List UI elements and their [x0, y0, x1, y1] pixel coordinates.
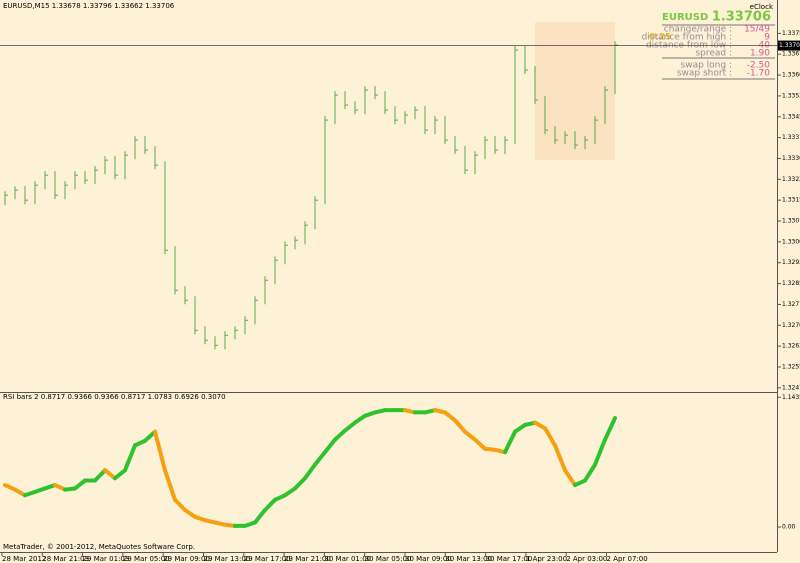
panel-label: distance from high :: [642, 33, 732, 43]
panel-timer: 0:25: [649, 33, 671, 43]
footer: MetaTrader, © 2001-2012, MetaQuotes Soft…: [3, 543, 195, 551]
y-tick-label: 1.32625: [782, 343, 800, 350]
panel-price: 1.33706: [712, 10, 771, 25]
current-price-label: 1.33706: [779, 42, 800, 49]
time-label: 2 Apr 07:00: [607, 555, 648, 563]
y-tick-label: 1.33750: [782, 30, 800, 37]
rsi-title: RSI bars 2 0.8717 0.9366 0.9366 0.8717 1…: [3, 393, 226, 401]
rsi-segment: [473, 437, 487, 451]
panel-value: -2.50: [747, 61, 771, 71]
time-label: 30 Mar 17:00: [486, 555, 533, 563]
rsi-segment: [73, 478, 87, 491]
y-tick-label: 1.33675: [782, 51, 800, 58]
time-label: 29 Mar 09:00: [163, 555, 210, 563]
rsi-segment: [293, 476, 307, 491]
rsi-segment: [283, 486, 297, 498]
rsi-segment: [343, 420, 357, 433]
header: EURUSD,M15 1.33678 1.33796 1.33662 1.337…: [3, 2, 175, 10]
time-label: 28 Mar 21:03: [42, 555, 89, 563]
rsi-segment: [183, 508, 197, 519]
rsi-segment: [593, 437, 607, 467]
panel-title: eClock: [750, 3, 774, 11]
current-price-box: [778, 40, 800, 51]
panel-label: swap long :: [681, 61, 732, 71]
time-label: 29 Mar 05:00: [123, 555, 170, 563]
rsi-segment: [123, 443, 137, 473]
rsi-segment: [103, 468, 117, 481]
time-label: 28 Mar 2012: [2, 555, 46, 563]
y-tick-label: 1.33225: [782, 176, 800, 183]
rsi-segment: [463, 429, 477, 442]
y-tick-label: 1.32850: [782, 280, 800, 287]
time-label: 30 Mar 13:00: [445, 555, 492, 563]
rsi-segment: [93, 468, 107, 483]
rsi-segment: [453, 418, 467, 434]
y-tick-label: 1.33525: [782, 92, 800, 99]
panel-value: 9: [764, 33, 770, 43]
rsi-segment: [253, 508, 267, 525]
rsi-segment: [503, 429, 517, 455]
time-label: 29 Mar 13:00: [204, 555, 251, 563]
rsi-segment: [303, 462, 317, 481]
y-tick-label: 1.33375: [782, 134, 800, 141]
rsi-segment: [603, 416, 617, 442]
rsi-segment: [543, 426, 557, 448]
y-tick-label: 1.33150: [782, 197, 800, 204]
panel-value: -1.70: [747, 69, 771, 79]
y-tick-label: 1.32475: [782, 384, 800, 391]
time-label: 29 Mar 17:00: [244, 555, 291, 563]
time-label: 30 Mar 01:00: [324, 555, 371, 563]
time-label: 30 Mar 05:00: [365, 555, 412, 563]
panel-value: 1.90: [750, 49, 770, 59]
panel-label: change/range :: [664, 25, 732, 35]
y-tick-label: 1.32925: [782, 259, 800, 266]
y-tick-label: 1.32775: [782, 301, 800, 308]
y-tick-label: 1.32550: [782, 363, 800, 370]
rsi-segment: [153, 429, 167, 473]
time-label: 29 Mar 01:03: [83, 555, 130, 563]
panel-symbol: EURUSD: [662, 12, 708, 23]
rsi-segment: [583, 462, 597, 483]
y-tick-label: 1.1435: [782, 394, 800, 401]
y-tick-label: 1.33450: [782, 113, 800, 120]
time-label: 29 Mar 21:00: [284, 555, 331, 563]
rsi-segment: [553, 443, 567, 473]
rsi-segment: [353, 413, 367, 425]
y-tick-label: 1.33000: [782, 238, 800, 245]
y-tick-label: 1.33600: [782, 72, 800, 79]
rsi-segment: [443, 410, 457, 423]
y-tick-label: 0.00: [782, 524, 796, 531]
panel-value: 15/49: [744, 25, 770, 35]
rsi-segment: [323, 437, 337, 455]
rsi-segment: [313, 450, 327, 467]
y-tick-label: 1.33300: [782, 155, 800, 162]
time-label: 2 Apr 03:00: [566, 555, 607, 563]
time-label: 1 Apr 23:00: [526, 555, 567, 563]
panel-label: spread :: [695, 49, 732, 59]
time-label: 30 Mar 09:00: [405, 555, 452, 563]
rsi-segment: [333, 428, 347, 442]
rsi-segment: [173, 497, 187, 513]
panel-label: swap short :: [677, 69, 732, 79]
rsi-segment: [113, 468, 127, 481]
y-tick-label: 1.33075: [782, 218, 800, 225]
rsi-segment: [163, 468, 177, 502]
y-tick-label: 1.32700: [782, 322, 800, 329]
rsi-segment: [513, 422, 527, 434]
rsi-segment: [563, 468, 577, 488]
rsi-segment: [263, 497, 277, 513]
